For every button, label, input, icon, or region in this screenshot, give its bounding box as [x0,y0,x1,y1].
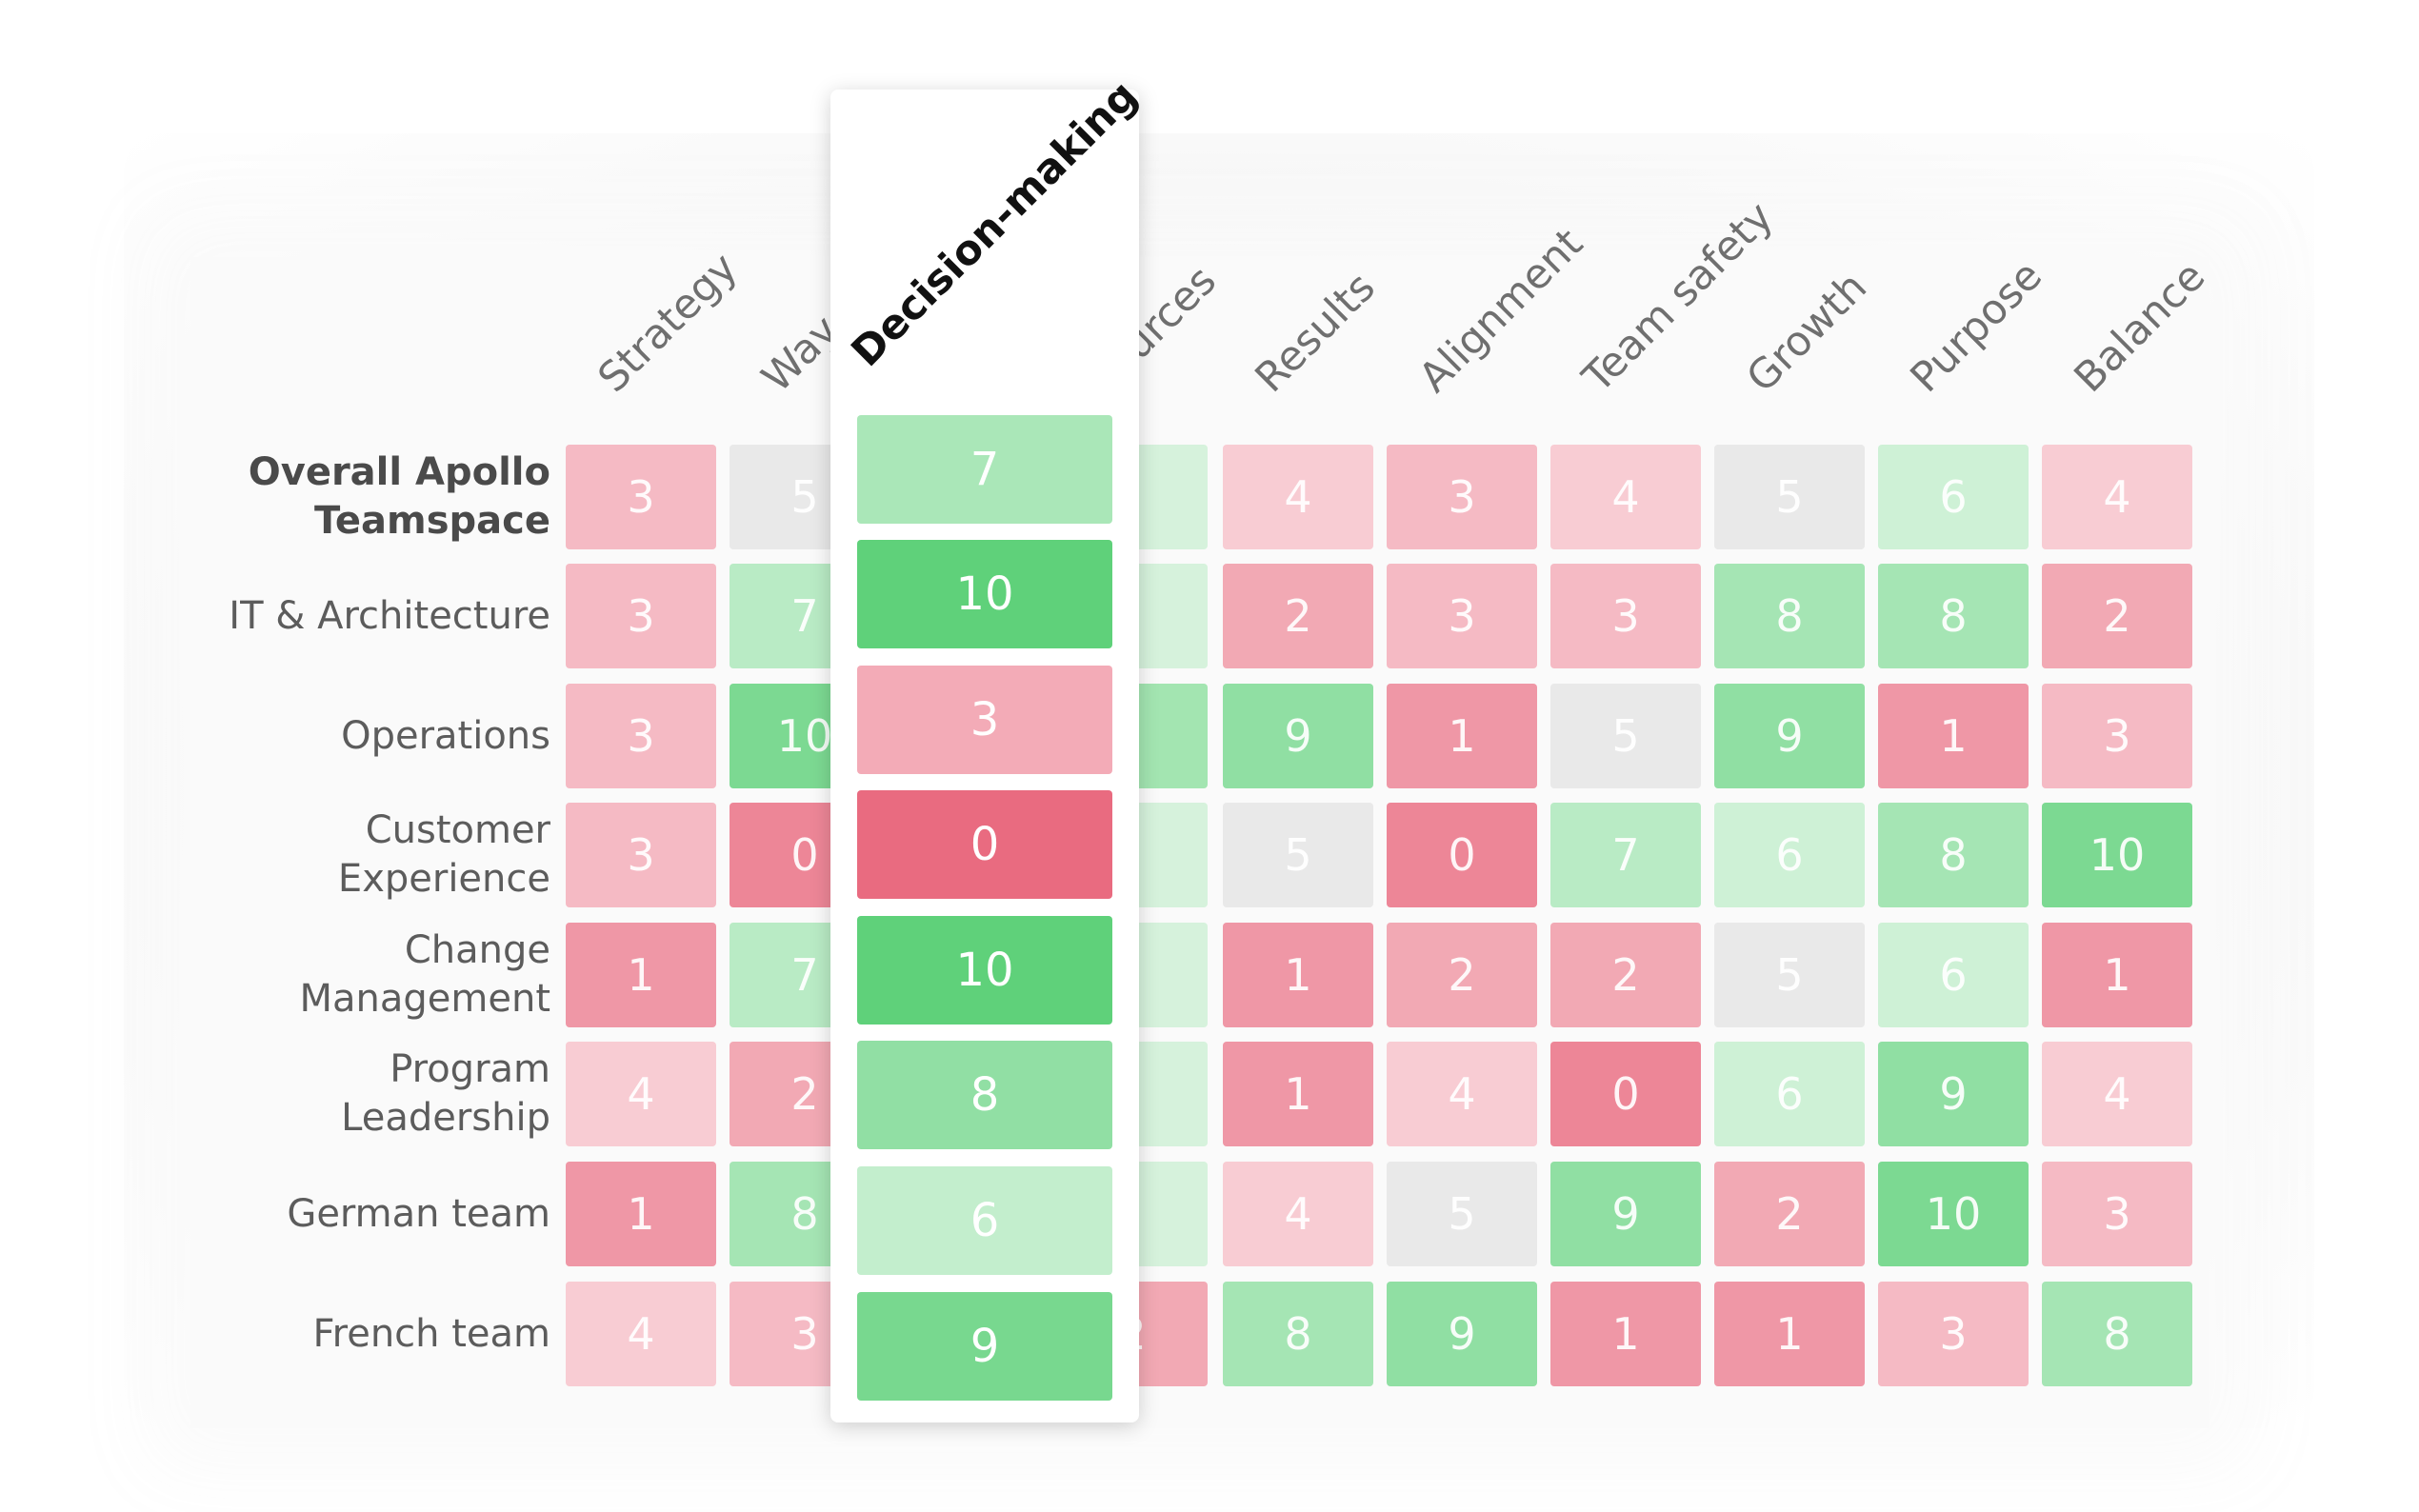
heatmap-cell[interactable]: 9 [1550,1162,1701,1266]
highlighted-cell[interactable]: 10 [857,540,1112,648]
heatmap-cell[interactable]: 6 [1714,803,1865,907]
heatmap-cell[interactable]: 3 [1387,445,1537,549]
heatmap-cell[interactable]: 8 [2042,1282,2192,1386]
heatmap-cell[interactable]: 5 [1714,445,1865,549]
heatmap-cell[interactable]: 0 [1550,1042,1701,1146]
heatmap-cell[interactable]: 5 [1387,1162,1537,1266]
highlighted-cell[interactable]: 8 [857,1041,1112,1149]
heatmap-cell[interactable]: 1 [1714,1282,1865,1386]
row-label-german-team[interactable]: German team [287,1191,550,1236]
heatmap-cell[interactable]: 3 [566,803,716,907]
heatmap-cell[interactable]: 1 [1223,1042,1373,1146]
highlighted-cell[interactable]: 10 [857,916,1112,1025]
heatmap-cell[interactable]: 2 [1387,923,1537,1027]
heatmap-cell[interactable]: 4 [2042,1042,2192,1146]
heatmap-cell[interactable]: 7 [1550,803,1701,907]
heatmap-cell[interactable]: 3 [2042,1162,2192,1266]
row-label-change-management[interactable]: Change Management [299,928,551,1021]
row-label-program-leadership[interactable]: Program Leadership [341,1047,550,1140]
heatmap-cell[interactable]: 1 [566,1162,716,1266]
heatmap-cell[interactable]: 10 [2042,803,2192,907]
heatmap-cell[interactable]: 3 [1878,1282,2029,1386]
heatmap-cell[interactable]: 5 [1714,923,1865,1027]
heatmap-cell[interactable]: 1 [2042,923,2192,1027]
row-label-customer-experience[interactable]: Customer Experience [337,808,550,901]
heatmap-cell[interactable]: 1 [1223,923,1373,1027]
heatmap-cell[interactable]: 3 [566,445,716,549]
heatmap-cell[interactable]: 6 [1878,923,2029,1027]
heatmap-cell[interactable]: 4 [2042,445,2192,549]
heatmap-cell[interactable]: 8 [1714,564,1865,668]
heatmap-cell[interactable]: 0 [1387,803,1537,907]
row-label-it-architecture[interactable]: IT & Architecture [229,593,550,638]
highlighted-cell[interactable]: 0 [857,790,1112,899]
heatmap-cell[interactable]: 4 [1223,445,1373,549]
heatmap-cell[interactable]: 4 [1387,1042,1537,1146]
heatmap-cell[interactable]: 3 [566,684,716,788]
highlighted-cell[interactable]: 7 [857,415,1112,524]
heatmap-cell[interactable]: 3 [1387,564,1537,668]
heatmap-cell[interactable]: 4 [1223,1162,1373,1266]
heatmap-cell[interactable]: 3 [566,564,716,668]
heatmap-cell[interactable]: 8 [1223,1282,1373,1386]
heatmap-cell[interactable]: 9 [1714,684,1865,788]
highlighted-cell[interactable]: 6 [857,1166,1112,1275]
heatmap-cell[interactable]: 3 [2042,684,2192,788]
heatmap-cell[interactable]: 6 [1714,1042,1865,1146]
heatmap-cell[interactable]: 8 [1878,803,2029,907]
highlighted-cell[interactable]: 3 [857,666,1112,774]
heatmap-cell[interactable]: 9 [1878,1042,2029,1146]
heatmap-cell[interactable]: 6 [1878,445,2029,549]
heatmap-cell[interactable]: 9 [1387,1282,1537,1386]
heatmap-cell[interactable]: 5 [1550,684,1701,788]
heatmap-cell[interactable]: 2 [2042,564,2192,668]
highlighted-cell[interactable]: 9 [857,1292,1112,1401]
row-label-operations[interactable]: Operations [341,713,550,758]
heatmap-cell[interactable]: 1 [1387,684,1537,788]
row-label-french-team[interactable]: French team [312,1311,550,1356]
heatmap-cell[interactable]: 4 [566,1042,716,1146]
heatmap-cell[interactable]: 1 [1878,684,2029,788]
heatmap-cell[interactable]: 5 [1223,803,1373,907]
heatmap-cell[interactable]: 10 [1878,1162,2029,1266]
heatmap-cell[interactable]: 2 [1223,564,1373,668]
heatmap-cell[interactable]: 1 [566,923,716,1027]
heatmap-cell[interactable]: 8 [1878,564,2029,668]
heatmap-cell[interactable]: 2 [1714,1162,1865,1266]
heatmap-cell[interactable]: 4 [1550,445,1701,549]
heatmap-cell[interactable]: 1 [1550,1282,1701,1386]
heatmap-cell[interactable]: 3 [1550,564,1701,668]
row-label-overall-apollo-teamspace[interactable]: Overall Apollo Teamspace [248,450,550,543]
heatmap-cell[interactable]: 2 [1550,923,1701,1027]
heatmap-cell[interactable]: 9 [1223,684,1373,788]
heatmap-cell[interactable]: 4 [566,1282,716,1386]
